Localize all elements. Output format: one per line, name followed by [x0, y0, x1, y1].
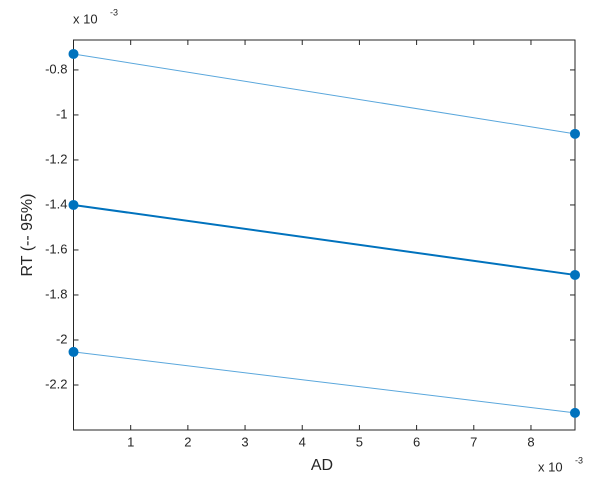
x-tick-label: 2 [184, 434, 191, 449]
x-tick-label: 1 [127, 434, 134, 449]
x-tick-label: 8 [527, 434, 534, 449]
y-tick-label: -0.8 [45, 61, 67, 76]
x-tick-label: 4 [299, 434, 306, 449]
y-tick-label: -1.6 [45, 241, 67, 256]
y-exponent: -3 [110, 7, 118, 17]
y-tick-label: -1.4 [45, 196, 67, 211]
series-line [73, 203, 576, 276]
x-tick-label: 6 [413, 434, 420, 449]
y-exponent-base: x 10 [73, 11, 98, 26]
data-point [570, 269, 580, 280]
x-tick-label: 3 [241, 434, 248, 449]
series-line [73, 351, 576, 414]
x-tick-label: 5 [356, 434, 363, 449]
x-axis-label: AD [311, 457, 333, 474]
series-line [73, 53, 576, 135]
plot-box [73, 39, 576, 431]
data-point [68, 199, 79, 210]
x-tick-label: 7 [470, 434, 477, 449]
data-point [68, 48, 79, 59]
y-tick-label: -1 [56, 106, 68, 121]
data-point [68, 346, 79, 357]
y-axis-label: RT (-- 95%) [19, 194, 36, 277]
data-point [570, 128, 580, 139]
y-tick-label: -2.2 [45, 376, 67, 391]
y-tick-label: -1.8 [45, 286, 67, 301]
data-point [570, 407, 580, 418]
y-tick-label: -2 [56, 331, 68, 346]
y-tick-label: -1.2 [45, 151, 67, 166]
x-exponent-base: x 10 [538, 459, 563, 474]
x-exponent: -3 [575, 455, 583, 465]
